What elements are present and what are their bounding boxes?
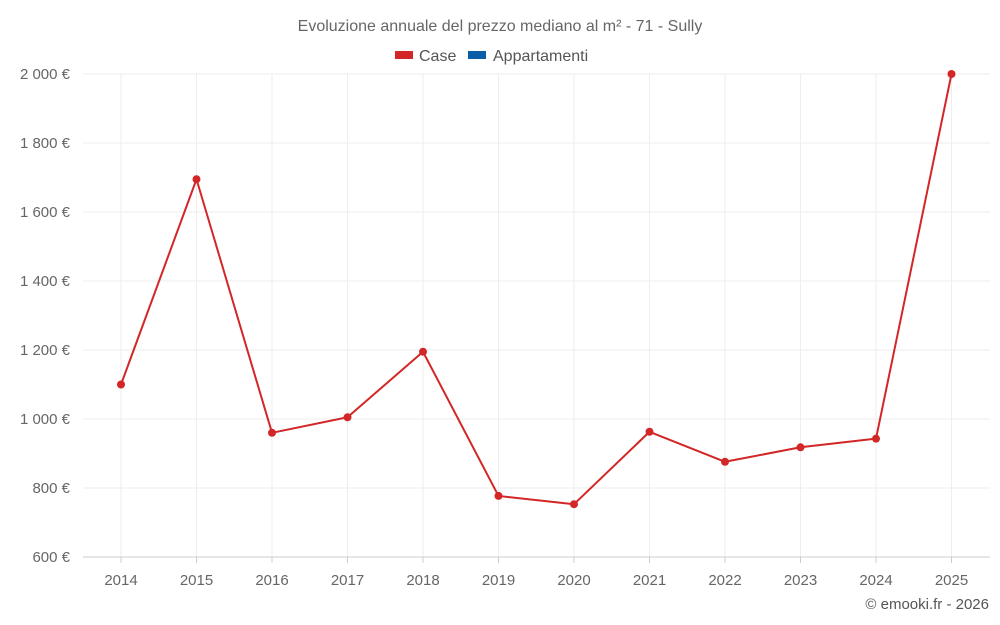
y-tick-label: 1 400 € xyxy=(20,273,71,290)
data-point-case-2016[interactable] xyxy=(268,428,276,437)
data-point-case-2020[interactable] xyxy=(570,500,578,509)
chart-title: Evoluzione annuale del prezzo mediano al… xyxy=(298,18,703,35)
series-case xyxy=(117,70,956,509)
x-tick-label: 2018 xyxy=(406,572,439,589)
y-tick-label: 1 800 € xyxy=(20,135,71,152)
x-tick-label: 2020 xyxy=(557,572,590,589)
legend-item-appartamenti[interactable]: Appartamenti xyxy=(468,48,588,65)
x-axis-ticks: 2014 2015 2016 2017 2018 2019 2020 2021 2022 2023… xyxy=(104,557,968,589)
y-gridlines xyxy=(83,73,990,489)
y-tick-label: 1 600 € xyxy=(20,204,71,221)
data-point-case-2024[interactable] xyxy=(872,434,880,443)
x-tick-label: 2014 xyxy=(104,572,137,589)
y-tick-label: 1 000 € xyxy=(20,411,71,428)
x-tick-label: 2022 xyxy=(708,572,741,589)
data-point-case-2015[interactable] xyxy=(192,175,201,184)
x-tick-label: 2015 xyxy=(180,572,213,589)
x-tick-label: 2019 xyxy=(482,572,515,589)
data-point-case-2021[interactable] xyxy=(645,427,654,436)
data-point-case-2014[interactable] xyxy=(117,380,125,389)
credit-text: © emooki.fr - 2026 xyxy=(865,596,989,613)
y-tick-label: 600 € xyxy=(32,549,70,566)
data-point-case-2023[interactable] xyxy=(796,443,805,452)
data-point-case-2019[interactable] xyxy=(494,491,503,500)
x-tick-label: 2016 xyxy=(255,572,288,589)
x-gridlines xyxy=(120,74,952,557)
legend-item-case[interactable]: Case xyxy=(395,48,456,65)
x-tick-label: 2021 xyxy=(633,572,666,589)
legend-swatch-case xyxy=(395,51,413,59)
y-axis-ticks: 600 € 800 € 1 000 € 1 200 € 1 400 € 1 600 € 1 … xyxy=(20,66,71,566)
y-tick-label: 800 € xyxy=(32,480,70,497)
legend: Case Appartamenti xyxy=(395,48,588,65)
data-point-case-2022[interactable] xyxy=(721,457,729,466)
x-tick-label: 2025 xyxy=(935,572,968,589)
data-point-case-2018[interactable] xyxy=(419,347,427,356)
series-line-case xyxy=(120,73,953,506)
legend-swatch-appartamenti xyxy=(468,51,486,59)
legend-label-appartamenti: Appartamenti xyxy=(493,48,588,65)
x-tick-label: 2023 xyxy=(784,572,817,589)
x-tick-label: 2017 xyxy=(331,572,364,589)
data-point-case-2017[interactable] xyxy=(343,413,352,422)
x-tick-label: 2024 xyxy=(859,572,892,589)
data-point-case-2025[interactable] xyxy=(947,70,956,78)
y-tick-label: 1 200 € xyxy=(20,342,71,359)
y-tick-label: 2 000 € xyxy=(20,66,71,83)
legend-label-case: Case xyxy=(419,48,456,65)
